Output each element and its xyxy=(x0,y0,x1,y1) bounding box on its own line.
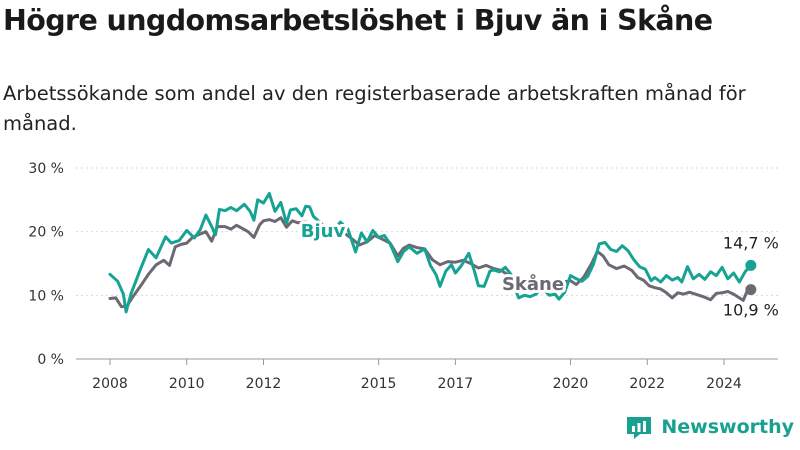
x-tick-label: 2008 xyxy=(92,376,128,390)
x-tick-label: 2017 xyxy=(438,376,474,390)
y-tick-label: 10 % xyxy=(28,288,64,304)
chart-subtitle: Arbetssökande som andel av den registerb… xyxy=(3,82,746,135)
series-end-point xyxy=(745,259,757,271)
end-value-label-bjuv: 14,7 % xyxy=(723,233,779,252)
y-tick-label: 30 % xyxy=(28,161,64,177)
end-value-label-skane: 10,9 % xyxy=(723,301,779,320)
x-tick-label: 2010 xyxy=(169,376,205,390)
brand-name: Newsworthy xyxy=(661,416,794,438)
x-tick-label: 2020 xyxy=(553,376,589,390)
x-tick-label: 2024 xyxy=(706,376,742,390)
x-tick-label: 2022 xyxy=(629,376,665,390)
series-line-skane xyxy=(108,216,753,309)
newsworthy-logo-icon xyxy=(627,417,652,439)
series-end-point xyxy=(745,284,757,296)
y-tick-label: 0 % xyxy=(37,352,64,368)
line-chart: 0 % 10 % 20 % 30 % 2008 2010 2012 2015 2017 2020 2… xyxy=(28,161,781,390)
brand-logo: Newsworthy xyxy=(625,413,794,441)
x-tick-label: 2012 xyxy=(246,376,282,390)
series-label-bjuv: Bjuv xyxy=(301,221,346,242)
series-line-bjuv xyxy=(108,192,753,314)
x-tick-label: 2015 xyxy=(361,376,397,390)
series-label-skane: Skåne xyxy=(502,273,564,295)
y-tick-label: 20 % xyxy=(28,225,64,241)
chart-title: Högre ungdomsarbetslöshet i Bjuv än i Sk… xyxy=(3,4,713,37)
